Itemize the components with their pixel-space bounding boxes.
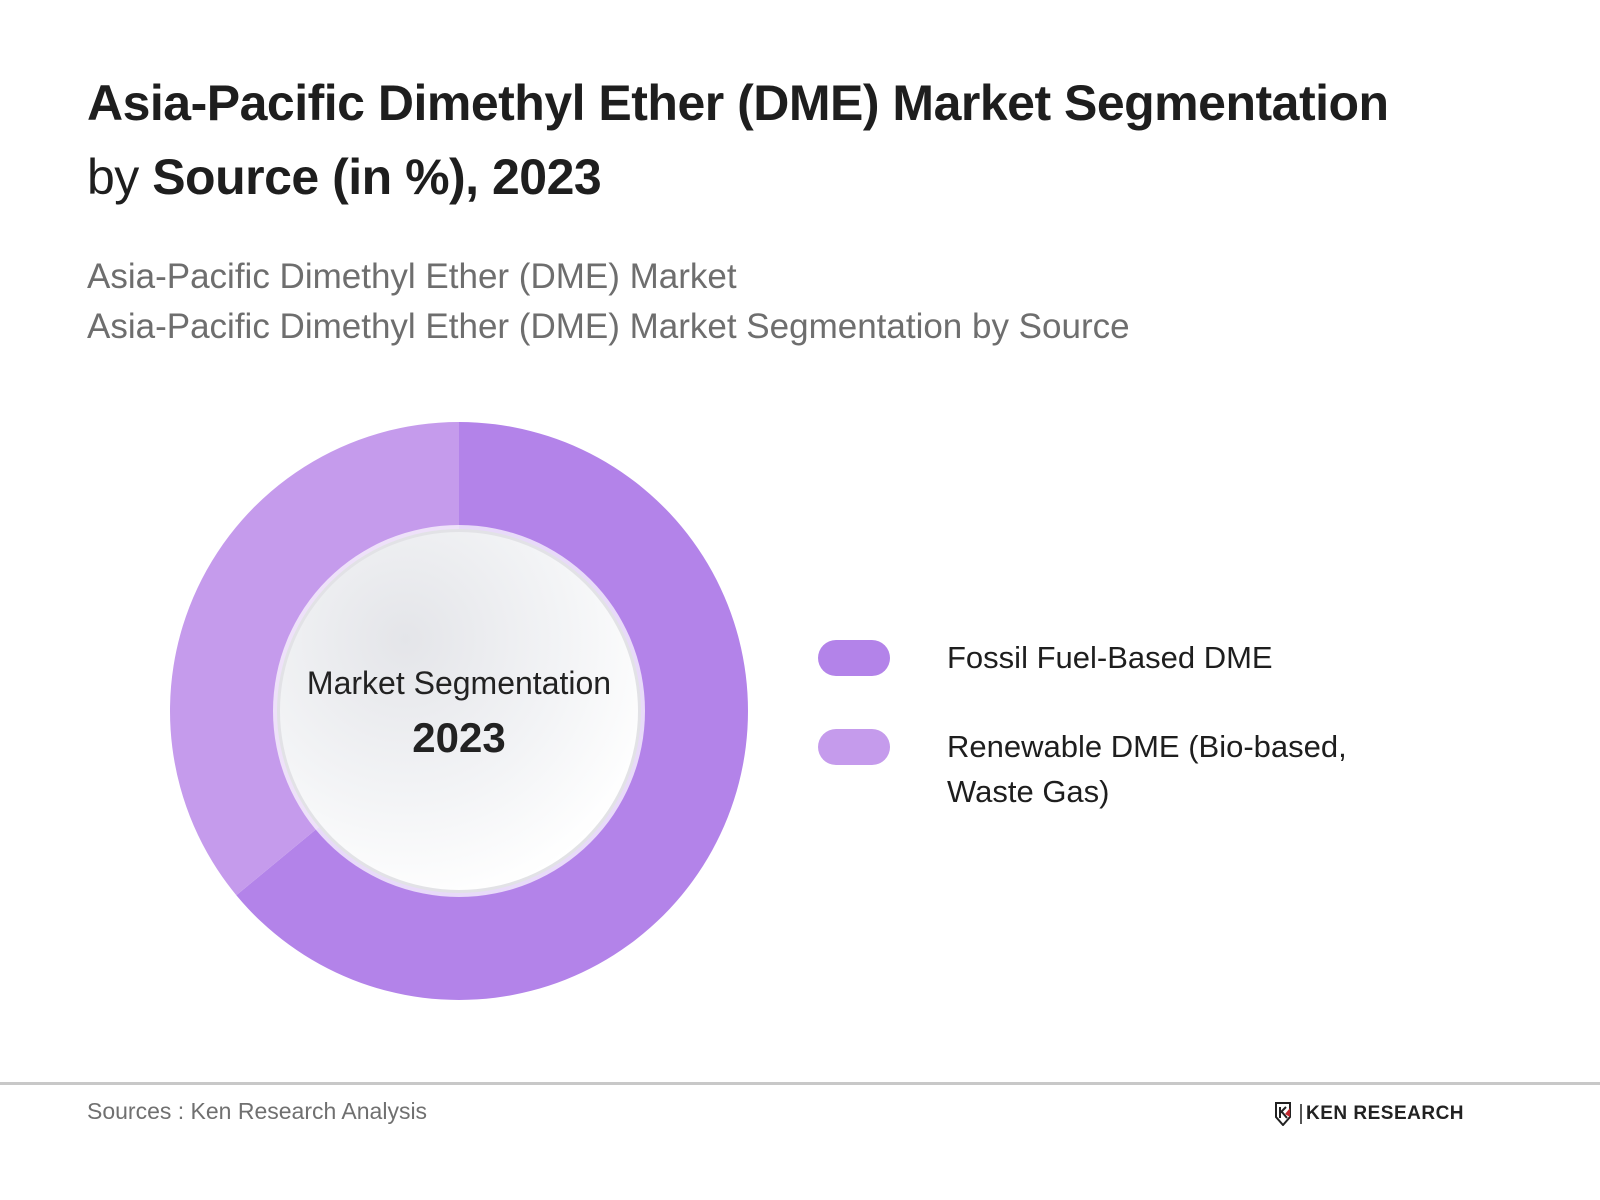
center-disc [280, 532, 638, 890]
subtitle-line-1: Asia-Pacific Dimethyl Ether (DME) Market [87, 257, 737, 296]
chart-title: Asia-Pacific Dimethyl Ether (DME) Market… [87, 66, 1537, 214]
legend-item-fossil: Fossil Fuel-Based DME [818, 640, 1387, 680]
logo-separator [1300, 1104, 1302, 1124]
legend-item-renewable: Renewable DME (Bio-based, Waste Gas) [818, 729, 1387, 814]
donut-svg [170, 422, 748, 1000]
footer-divider [0, 1082, 1600, 1085]
legend-label-fossil: Fossil Fuel-Based DME [947, 640, 1273, 675]
source-note: Sources : Ken Research Analysis [87, 1098, 428, 1124]
chart-subtitle: Asia-Pacific Dimethyl Ether (DME) Market… [87, 252, 1130, 352]
ken-research-logo: KEN RESEARCH [1275, 1102, 1465, 1127]
title-part-2: by [87, 149, 153, 205]
center-label: Market Segmentation 2023 [170, 422, 748, 1000]
logo-k-icon [1275, 1102, 1295, 1127]
center-label-text: Market Segmentation [306, 664, 612, 701]
donut-chart: Market Segmentation 2023 [170, 422, 748, 1000]
logo-text: KEN RESEARCH [1306, 1103, 1465, 1124]
subtitle-line-2: Asia-Pacific Dimethyl Ether (DME) Market… [87, 307, 1130, 346]
legend-label-renewable: Renewable DME (Bio-based, Waste Gas) [947, 729, 1347, 809]
legend-swatch-fossil [818, 640, 890, 676]
legend-swatch-renewable [818, 729, 890, 765]
title-part-1: Asia-Pacific Dimethyl Ether (DME) Market… [87, 75, 1389, 131]
center-year: 2023 [412, 713, 506, 761]
title-part-3: Source (in %), 2023 [152, 149, 602, 205]
legend: Fossil Fuel-Based DME Renewable DME (Bio… [818, 640, 1387, 863]
